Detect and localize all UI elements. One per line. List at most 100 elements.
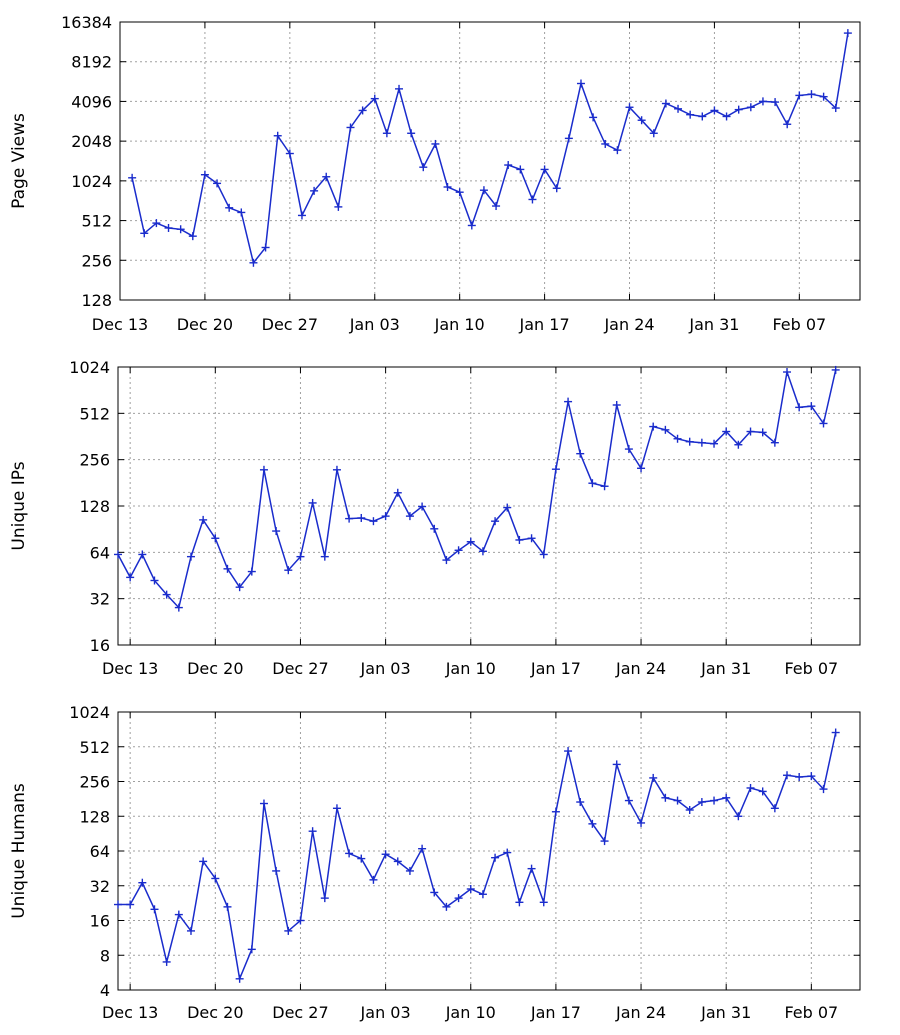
y-tick-label: 16 [90, 912, 110, 931]
data-point [589, 113, 598, 122]
data-point [758, 97, 767, 106]
data-point [503, 848, 512, 857]
x-tick-label: Jan 24 [603, 315, 654, 334]
data-point [345, 514, 354, 523]
data-point [516, 165, 525, 174]
data-point [478, 547, 487, 556]
data-point [612, 760, 621, 769]
data-point [395, 84, 404, 93]
x-tick-label: Jan 17 [519, 315, 570, 334]
data-point [697, 798, 706, 807]
data-point [564, 397, 573, 406]
data-point [249, 258, 258, 267]
data-point [673, 434, 682, 443]
data-point [770, 804, 779, 813]
data-point [674, 104, 683, 113]
x-tick-label: Jan 10 [445, 1003, 496, 1022]
data-point [297, 211, 306, 220]
x-tick-label: Dec 13 [92, 315, 148, 334]
data-point [564, 134, 573, 143]
data-point [418, 502, 427, 511]
y-tick-label: 1024 [71, 172, 112, 191]
data-point [466, 884, 475, 893]
data-point [539, 550, 548, 559]
data-point [649, 773, 658, 782]
data-point [332, 804, 341, 813]
y-tick-label: 512 [79, 404, 110, 423]
y-tick-label: 2048 [71, 132, 112, 151]
y-tick-label: 64 [90, 543, 110, 562]
data-point [308, 498, 317, 507]
data-point [381, 850, 390, 859]
y-tick-label: 8192 [71, 53, 112, 72]
data-point [393, 857, 402, 866]
data-point [272, 866, 281, 875]
plot-frame [117, 366, 861, 646]
y-tick-label: 128 [79, 497, 110, 516]
x-tick-label: Jan 03 [360, 659, 411, 678]
data-point [807, 402, 816, 411]
data-point [637, 464, 646, 473]
x-tick-label: Feb 07 [784, 1003, 838, 1022]
chart-3: 4 8 16 32 64 128 256 512 1024 Dec 13 Dec 20 Dec 27 J… [9, 703, 861, 1022]
data-point [783, 120, 792, 129]
data-point [334, 202, 343, 211]
y-tick-label: 64 [90, 842, 110, 861]
data-point [296, 552, 305, 561]
x-tick-label: Feb 07 [784, 659, 838, 678]
data-point [807, 90, 816, 99]
data-point [746, 427, 755, 436]
data-point [247, 567, 256, 576]
data-point [442, 556, 451, 565]
data-point [576, 798, 585, 807]
data-point [162, 590, 171, 599]
data-point [698, 112, 707, 121]
data-point [140, 229, 149, 238]
y-tick-label: 512 [81, 212, 112, 231]
data-point [186, 926, 195, 935]
data-point [431, 139, 440, 148]
x-tick-label: Jan 24 [615, 1003, 666, 1022]
x-tick-label: Jan 03 [360, 1003, 411, 1022]
x-tick-label: Jan 31 [688, 315, 739, 334]
data-point [418, 844, 427, 853]
data-point [150, 905, 159, 914]
data-point [795, 773, 804, 782]
y-axis-label: Unique Humans [9, 783, 29, 919]
data-point [467, 221, 476, 230]
data-point [673, 796, 682, 805]
data-point [478, 890, 487, 899]
data-point [771, 98, 780, 107]
data-point [515, 898, 524, 907]
data-point [346, 123, 355, 132]
x-tick-label: Jan 03 [349, 315, 400, 334]
data-point [211, 534, 220, 543]
data-point [734, 812, 743, 821]
data-point [405, 512, 414, 521]
data-point [454, 546, 463, 555]
data-point [259, 465, 268, 474]
data-point [843, 29, 852, 38]
x-tick-label: Jan 31 [700, 1003, 751, 1022]
data-point [770, 438, 779, 447]
data-point [272, 527, 281, 536]
data-point [819, 419, 828, 428]
data-point [357, 854, 366, 863]
data-point [164, 223, 173, 232]
data-point [819, 92, 828, 101]
data-point [332, 465, 341, 474]
data-point [211, 874, 220, 883]
x-tick-label: Dec 27 [272, 659, 328, 678]
data-point [369, 517, 378, 526]
data-point [540, 165, 549, 174]
data-point [430, 888, 439, 897]
data-point [588, 479, 597, 488]
data-point [661, 425, 670, 434]
x-tick-label: Dec 20 [187, 1003, 243, 1022]
data-point [722, 112, 731, 121]
x-tick-label: Dec 13 [102, 1003, 158, 1022]
data-point [576, 79, 585, 88]
data-point [539, 898, 548, 907]
y-tick-label: 256 [81, 251, 112, 270]
